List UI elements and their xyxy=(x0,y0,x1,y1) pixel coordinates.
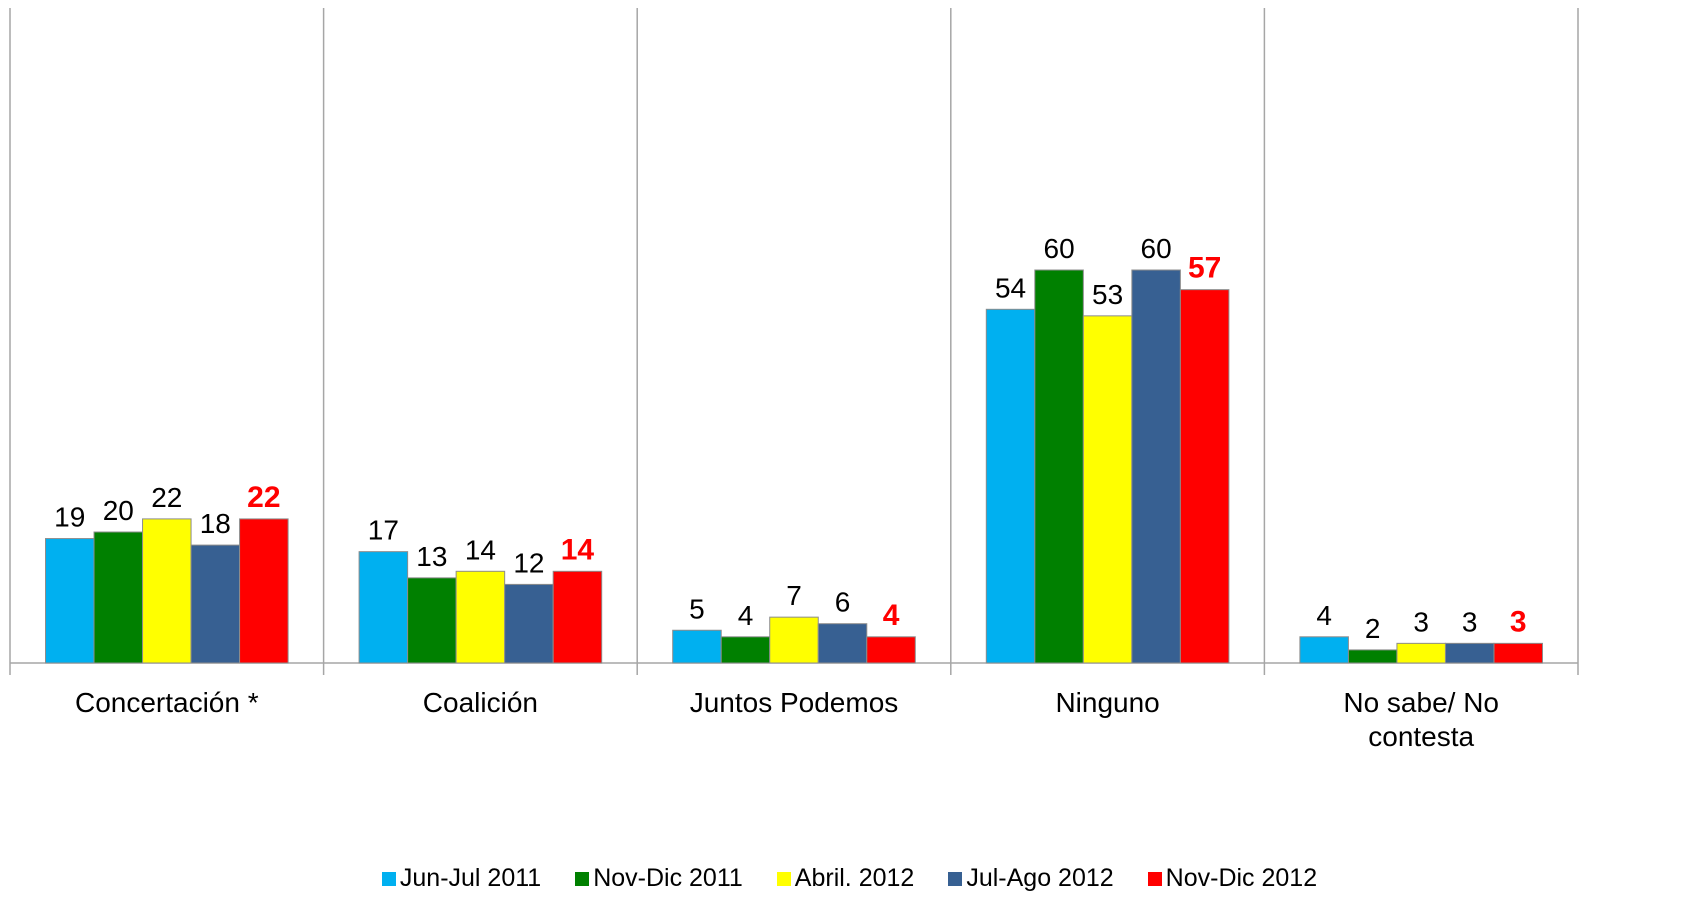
bar xyxy=(1347,649,1398,664)
legend-item: Jun-Jul 2011 xyxy=(381,864,542,893)
legend-label: Nov-Dic 2012 xyxy=(1165,864,1318,892)
legend-label: Nov-Dic 2011 xyxy=(593,864,743,892)
data-label: 22 xyxy=(151,482,182,513)
x-tick-label: Concertación * xyxy=(74,687,259,718)
bar xyxy=(817,623,868,664)
bar xyxy=(552,570,603,664)
bar xyxy=(93,531,144,664)
data-label: 17 xyxy=(368,515,399,546)
x-tick-label: No sabe/ No contesta xyxy=(1343,687,1499,752)
data-label: 60 xyxy=(1141,233,1172,264)
data-label: 7 xyxy=(786,580,802,611)
bar xyxy=(769,616,819,664)
bar xyxy=(1396,642,1446,664)
bar xyxy=(985,308,1036,664)
data-label: 2 xyxy=(1365,613,1381,644)
legend-swatch xyxy=(948,871,963,886)
bar xyxy=(1444,642,1495,664)
legend-item: Abril. 2012 xyxy=(776,864,915,893)
legend-swatch xyxy=(575,871,590,886)
data-label: 14 xyxy=(465,534,496,565)
bar xyxy=(1179,289,1230,664)
bar xyxy=(1131,269,1181,664)
bar xyxy=(142,518,192,664)
data-label: 4 xyxy=(738,600,754,631)
data-label: 20 xyxy=(103,495,134,526)
bar xyxy=(504,583,554,664)
bar xyxy=(358,551,409,664)
legend: Jun-Jul 2011 Nov-Dic 2011 Abril. 2012 Jul-A… xyxy=(0,864,1699,893)
bar xyxy=(1493,642,1543,664)
bar xyxy=(672,629,722,664)
x-tick-label: Coalición xyxy=(422,687,538,718)
legend-item: Nov-Dic 2011 xyxy=(575,864,743,893)
legend-label: Jul-Ago 2012 xyxy=(966,864,1114,892)
data-label: 60 xyxy=(1044,233,1075,264)
data-label: 3 xyxy=(1413,606,1429,637)
bar xyxy=(866,636,916,664)
bar xyxy=(45,538,95,664)
legend-item: Jul-Ago 2012 xyxy=(948,864,1114,893)
bar xyxy=(1299,636,1349,664)
bar xyxy=(1034,269,1084,664)
bar xyxy=(455,570,506,664)
data-label: 4 xyxy=(1316,600,1332,631)
data-label: 22 xyxy=(247,481,280,514)
data-label: 13 xyxy=(416,541,447,572)
legend-label: Jun-Jul 2011 xyxy=(399,864,542,892)
data-label: 57 xyxy=(1188,252,1221,285)
bar xyxy=(407,577,457,664)
data-label: 19 xyxy=(54,502,85,533)
legend-label: Abril. 2012 xyxy=(794,864,915,892)
data-label: 53 xyxy=(1092,279,1123,310)
legend-swatch xyxy=(1147,871,1162,886)
data-label: 4 xyxy=(883,599,900,632)
bar xyxy=(720,636,771,664)
data-label: 18 xyxy=(200,508,231,539)
bar xyxy=(1082,315,1133,664)
legend-swatch xyxy=(381,871,396,886)
data-label: 3 xyxy=(1462,606,1478,637)
data-label: 6 xyxy=(835,587,851,618)
data-label: 5 xyxy=(689,593,705,624)
data-label: 12 xyxy=(513,547,544,578)
data-label: 14 xyxy=(561,533,595,566)
bar xyxy=(239,518,289,664)
x-tick-label: Ninguno xyxy=(1055,687,1160,718)
legend-item: Nov-Dic 2012 xyxy=(1147,864,1318,893)
x-tick-label: Juntos Podemos xyxy=(689,687,899,718)
legend-swatch xyxy=(776,871,791,886)
data-label: 3 xyxy=(1510,605,1527,638)
data-label: 54 xyxy=(995,272,1026,303)
bar xyxy=(190,544,241,664)
